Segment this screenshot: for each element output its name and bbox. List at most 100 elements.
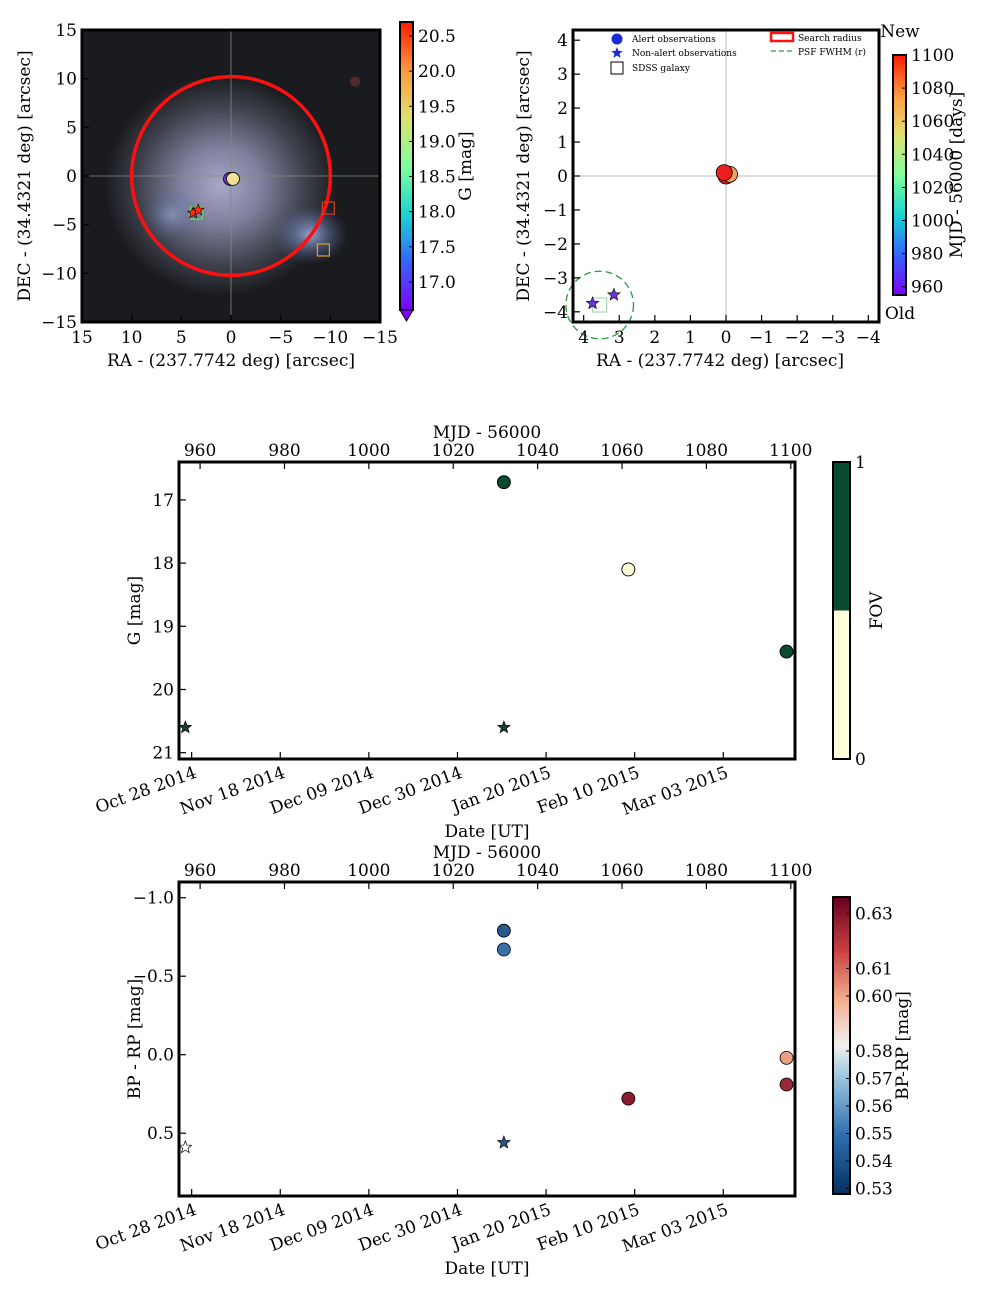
- legend-alert-label: Alert observations: [631, 35, 716, 45]
- y-tick-label: −3: [543, 269, 568, 289]
- colorbar-tick-label: 1080: [911, 79, 954, 99]
- colorbar-tick-label: 1060: [911, 112, 954, 132]
- x-axis-label: Date [UT]: [445, 822, 530, 842]
- x-tick-label: −2: [785, 328, 810, 348]
- search-radius-circle: [129, 74, 333, 278]
- x-tick-label: 10: [121, 328, 143, 348]
- alert-point: [496, 475, 511, 490]
- legend-sdss-marker: [610, 61, 624, 75]
- colorbar-tick-label: 0.60: [855, 987, 893, 1007]
- y-tick-label: 0.5: [147, 1124, 174, 1144]
- colorbar-new-label: New: [880, 22, 920, 42]
- lightcurve-frame: [177, 880, 797, 1198]
- top-axis-label: MJD - 56000: [433, 843, 541, 863]
- x-tick-label: 15: [71, 328, 93, 348]
- legend-nonalert-marker: [611, 47, 623, 58]
- x-top-tick-label: 1000: [347, 861, 390, 881]
- colorbar-label: FOV: [867, 591, 887, 629]
- colorbar-gradient: [892, 54, 907, 296]
- colorbar-tick-label: 20.5: [418, 27, 456, 47]
- y-axis-label: G [mag]: [125, 576, 145, 645]
- x-axis-label: RA - (237.7742 deg) [arcsec]: [596, 351, 844, 371]
- colorbar-tick-label: 1020: [911, 178, 954, 198]
- y-tick-label: −4: [543, 303, 568, 323]
- x-tick-label: 0: [226, 328, 237, 348]
- y-tick-label: 15: [55, 21, 77, 41]
- x-top-tick-label: 1020: [432, 441, 475, 461]
- y-tick-label: 0: [66, 167, 77, 187]
- y-tick-label: −10: [41, 264, 77, 284]
- non-alert-star: [606, 287, 621, 301]
- x-top-tick-label: 1000: [347, 441, 390, 461]
- x-tick-label: −1: [749, 328, 774, 348]
- y-tick-label: 20: [152, 680, 174, 700]
- y-tick-label: 0: [557, 167, 568, 187]
- legend-search-radius-label: Search radius: [798, 34, 862, 44]
- y-axis-label: DEC - (34.4321 deg) [arcsec]: [514, 50, 534, 301]
- x-top-tick-label: 980: [268, 861, 300, 881]
- sdss-galaxy-marker: [316, 243, 330, 257]
- colorbar-tick-label: 980: [911, 245, 943, 265]
- alert-point: [496, 923, 511, 938]
- y-tick-label: −0.5: [133, 967, 174, 987]
- colorbar-tick-label: 17.5: [418, 238, 456, 258]
- y-tick-label: 0.0: [147, 1046, 174, 1066]
- position-zoom-frame: [571, 28, 881, 324]
- colorbar-tick-label: 0: [855, 750, 866, 770]
- y-tick-label: 1: [557, 133, 568, 153]
- colorbar-gradient: [399, 21, 414, 311]
- colorbar-tick-label: 0.53: [855, 1180, 893, 1200]
- y-tick-label: 10: [55, 70, 77, 90]
- x-tick-label: −5: [268, 328, 293, 348]
- colorbar-tick-label: 1040: [911, 145, 954, 165]
- alert-point: [226, 172, 240, 186]
- colorbar-tick-label: 18.5: [418, 168, 456, 188]
- colorbar-tick-label: 0.58: [855, 1042, 893, 1062]
- x-top-tick-label: 980: [268, 441, 300, 461]
- colorbar-tick-label: 0.55: [855, 1125, 893, 1145]
- colorbar-tick-label: 20.0: [418, 62, 456, 82]
- plot-background: [179, 462, 795, 759]
- x-tick-label: −15: [362, 328, 398, 348]
- sdss-galaxy-marker: [321, 201, 335, 215]
- y-tick-label: −2: [543, 235, 568, 255]
- colorbar-tick-label: 1000: [911, 212, 954, 232]
- legend-search-radius-marker: [769, 31, 795, 43]
- y-tick-label: 17: [152, 491, 174, 511]
- y-axis-label: BP - RP [mag]: [125, 979, 145, 1100]
- y-tick-label: 4: [557, 31, 568, 51]
- x-tick-label: 0: [721, 328, 732, 348]
- legend-alert-marker: [611, 33, 623, 45]
- x-top-tick-label: 1060: [600, 861, 643, 881]
- x-tick-label: 3: [614, 328, 625, 348]
- x-top-tick-label: 1040: [516, 441, 559, 461]
- colorbar-tick-label: 0.57: [855, 1070, 893, 1090]
- colorbar-label: MJD - 56000 [days]: [947, 92, 967, 259]
- x-top-tick-label: 1080: [685, 861, 728, 881]
- x-tick-label: 1: [685, 328, 696, 348]
- x-top-tick-label: 1060: [600, 441, 643, 461]
- y-tick-label: −1.0: [133, 889, 174, 909]
- psf-fwhm-circle: [565, 270, 635, 340]
- x-tick-label: −3: [820, 328, 845, 348]
- x-top-tick-label: 1020: [432, 861, 475, 881]
- x-tick-label: 2: [649, 328, 660, 348]
- non-alert-star: [178, 720, 193, 734]
- galaxy-knot: [141, 188, 202, 241]
- y-tick-label: 5: [66, 118, 77, 138]
- y-tick-label: 19: [152, 617, 174, 637]
- x-top-tick-label: 1100: [769, 861, 812, 881]
- colorbar-tick-label: 0.54: [855, 1152, 893, 1172]
- colorbar-gradient: [832, 896, 851, 1195]
- y-tick-label: 2: [557, 99, 568, 119]
- y-tick-label: −5: [52, 216, 77, 236]
- x-tick-label: −10: [312, 328, 348, 348]
- alert-point: [715, 164, 733, 182]
- colorbar-tick-label: 19.0: [418, 132, 456, 152]
- x-top-tick-label: 1080: [685, 441, 728, 461]
- colorbar-old-label: Old: [885, 304, 915, 324]
- x-top-tick-label: 1040: [516, 861, 559, 881]
- field-source: [350, 76, 361, 87]
